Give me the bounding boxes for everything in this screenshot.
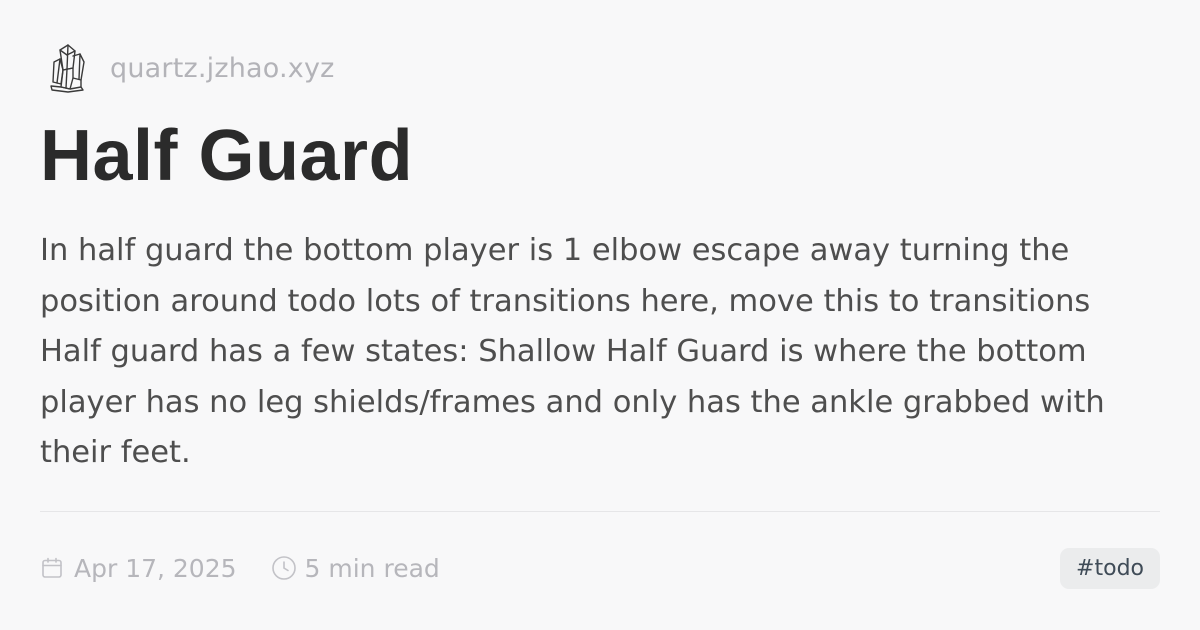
tag-todo[interactable]: #todo bbox=[1060, 547, 1160, 589]
site-name[interactable]: quartz.jzhao.xyz bbox=[110, 52, 335, 84]
date-text: Apr 17, 2025 bbox=[74, 553, 237, 583]
clock-icon bbox=[271, 555, 297, 581]
meta-bar: Apr 17, 2025 5 min read #todo bbox=[40, 545, 1160, 591]
crystal-logo-icon bbox=[46, 42, 88, 94]
read-time-meta: 5 min read bbox=[271, 554, 440, 583]
page-description: In half guard the bottom player is 1 elb… bbox=[40, 233, 1105, 470]
site-header: quartz.jzhao.xyz bbox=[46, 40, 1160, 96]
date-meta: Apr 17, 2025 bbox=[40, 554, 237, 583]
divider bbox=[40, 511, 1160, 512]
calendar-icon bbox=[40, 556, 64, 580]
page-title: Half Guard bbox=[40, 116, 414, 196]
read-time-text: 5 min read bbox=[304, 553, 440, 583]
